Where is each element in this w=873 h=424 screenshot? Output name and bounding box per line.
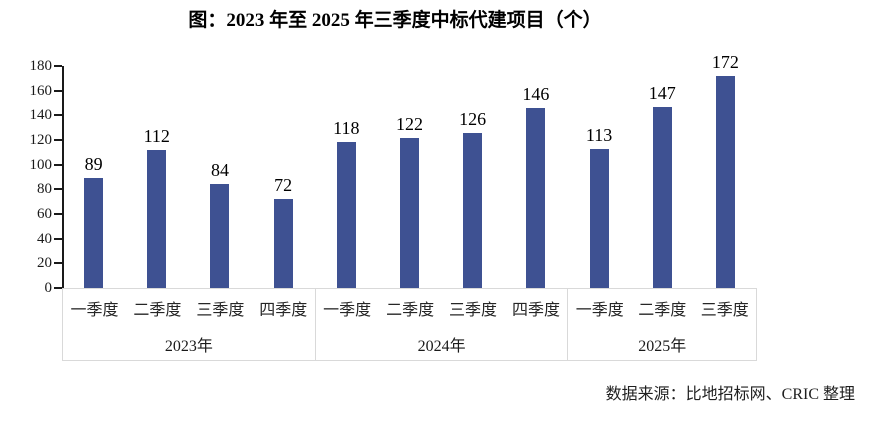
bar — [84, 178, 104, 288]
quarter-label-row: 一季度 二季度 三季度 四季度 — [63, 289, 315, 327]
x-quarter-label: 三季度 — [196, 302, 245, 319]
y-tick-label: 120 — [29, 132, 53, 148]
y-tick-mark — [54, 262, 62, 265]
bar — [336, 142, 356, 288]
y-tick-label: 60 — [37, 206, 52, 222]
bar-value-label: 112 — [143, 125, 170, 146]
y-tick-label: 40 — [37, 230, 52, 247]
y-tick-mark — [54, 114, 62, 117]
y-tick-label: 160 — [29, 82, 53, 99]
y-tick-label: 100 — [29, 156, 53, 173]
bar-value-label: 126 — [459, 108, 487, 129]
bar-value-label: 84 — [210, 160, 229, 181]
y-tick-mark — [54, 188, 62, 191]
x-quarter-label: 三季度 — [449, 302, 498, 319]
y-tick-label: 180 — [29, 58, 53, 74]
x-quarter-label: 二季度 — [133, 302, 182, 319]
bar-value-label: 89 — [84, 154, 103, 175]
x-quarter-label: 二季度 — [638, 302, 687, 319]
y-tick-mark — [54, 237, 62, 240]
x-axis-category-box: 一季度 二季度 三季度 四季度 2023年 一季度 二季度 三季度 四季度 2024年 一季度 二季度… — [62, 288, 757, 361]
x-year-label: 2024年 — [417, 337, 466, 355]
x-quarter-label: 四季度 — [511, 302, 560, 319]
y-tick-label: 140 — [29, 107, 53, 124]
bar-value-label: 172 — [711, 51, 739, 72]
y-tick-label: 20 — [37, 255, 52, 272]
x-quarter-label: 一季度 — [575, 302, 624, 319]
x-quarter-label: 二季度 — [386, 302, 435, 319]
bar-value-label: 146 — [522, 83, 550, 104]
y-tick-mark — [54, 139, 62, 141]
bar — [400, 137, 419, 288]
chart-title: 图：2023 年至 2025 年三季度中标代建项目（个） — [188, 10, 602, 31]
bar — [652, 106, 672, 288]
y-axis-line — [62, 66, 64, 288]
category-group: 一季度 二季度 三季度 四季度 2023年 — [62, 289, 315, 360]
x-quarter-label: 一季度 — [70, 302, 119, 319]
y-tick-label: 80 — [37, 181, 52, 198]
y-tick-mark — [54, 287, 62, 289]
y-tick-mark — [54, 65, 62, 67]
category-group: 一季度 二季度 三季度 四季度 2024年 — [314, 289, 568, 360]
quarter-label-row: 一季度 二季度 三季度 — [568, 289, 756, 327]
x-year-label: 2025年 — [638, 337, 687, 355]
quarter-label-row: 一季度 二季度 三季度 四季度 — [316, 289, 568, 327]
category-group: 一季度 二季度 三季度 2025年 — [567, 289, 757, 360]
y-tick-mark — [54, 89, 62, 92]
bar-value-label: 122 — [396, 113, 423, 134]
x-quarter-label: 四季度 — [259, 302, 308, 319]
x-quarter-label: 一季度 — [323, 302, 372, 319]
source-note: 数据来源：比地招标网、CRIC 整理 — [605, 386, 855, 403]
x-year-label: 2023年 — [164, 337, 213, 355]
bar-value-label: 113 — [585, 124, 613, 145]
bar — [715, 75, 735, 288]
y-tick-mark — [54, 213, 62, 215]
bar-value-label: 147 — [648, 82, 676, 103]
y-tick-label: 0 — [44, 280, 53, 296]
bar — [273, 199, 293, 288]
bar-value-label: 72 — [274, 175, 293, 196]
y-tick-mark — [54, 163, 62, 166]
bar — [589, 148, 609, 288]
bar-value-label: 118 — [333, 118, 360, 139]
bar — [463, 132, 483, 288]
bar — [526, 107, 546, 288]
bar — [210, 184, 230, 288]
x-quarter-label: 三季度 — [700, 302, 749, 319]
bar — [147, 149, 167, 288]
